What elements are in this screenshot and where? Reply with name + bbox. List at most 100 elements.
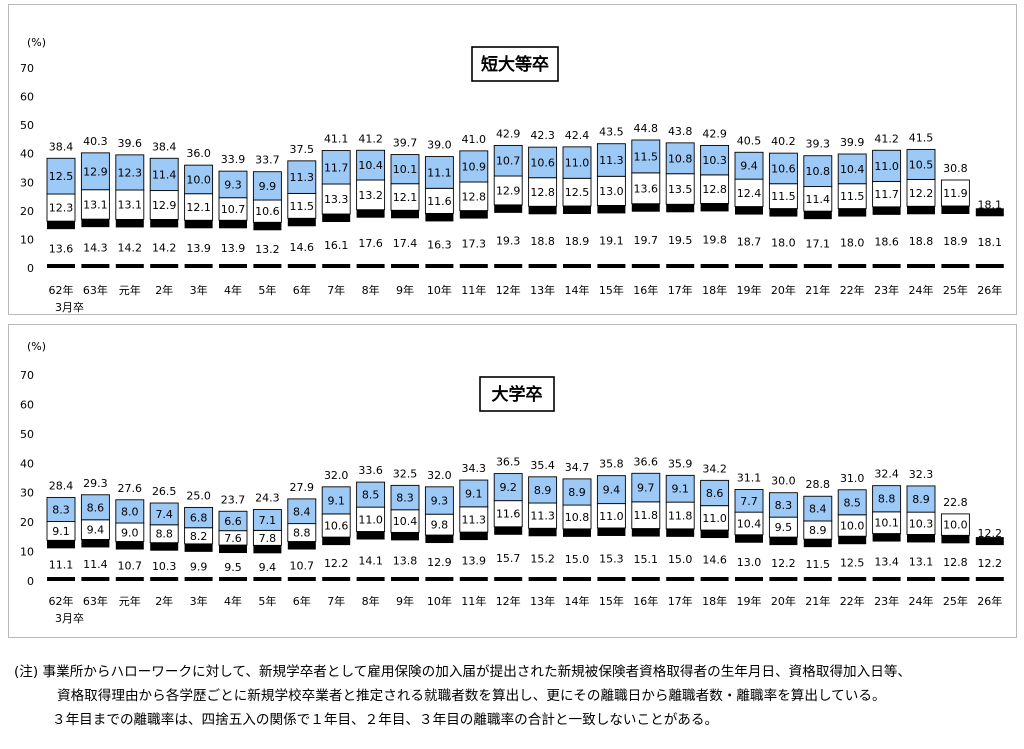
footnote: (注) 事業所からハローワークに対して、新規学卒者として雇用保険の加入届が提出さ…	[14, 660, 1018, 732]
data-label-year1: 17.4	[393, 237, 418, 250]
y-tick-label: 30	[20, 176, 34, 189]
x-tick-label: 26年	[977, 283, 1002, 297]
bar-segment-year1-base	[872, 577, 901, 581]
data-label-total: 40.2	[771, 135, 796, 148]
bar-segment-year1	[700, 530, 729, 539]
data-label-year2: 13.5	[668, 183, 693, 196]
y-tick-label: 60	[20, 398, 34, 411]
bar-segment-year1	[287, 218, 316, 227]
data-label-year1: 15.0	[565, 553, 590, 566]
bar-segment-year1	[47, 540, 75, 549]
data-label-year1: 14.2	[152, 242, 177, 255]
data-label-year1: 14.6	[290, 241, 315, 254]
data-label-year1: 12.9	[427, 556, 452, 569]
data-label-year2: 8.2	[190, 530, 208, 543]
bar-segment-year3	[149, 157, 179, 192]
x-tick-label: 15年	[599, 594, 624, 608]
bar-segment-year3	[872, 485, 902, 513]
bar-group: 13.9 12.1 10.0 36.0	[184, 147, 214, 268]
bar-segment-year1-base	[597, 264, 626, 268]
bar-segment-year1	[253, 545, 282, 554]
data-label-year1: 12.2	[978, 557, 1003, 570]
data-label-total: 39.6	[118, 137, 143, 150]
data-label-total: 38.4	[49, 140, 74, 153]
x-tick-label: 63年	[83, 283, 108, 297]
x-tick-label: 19年	[737, 283, 762, 297]
bar-segment-year2	[493, 500, 523, 528]
data-label-year1: 10.3	[152, 560, 177, 573]
bar-group: 15.0 10.8 8.9 34.7	[562, 461, 592, 581]
x-tick-label: 62年	[49, 594, 74, 608]
bar-segment-year1	[735, 206, 763, 215]
bar-group: 13.2 10.6 9.9 33.7	[252, 154, 282, 268]
chart-svg-daigaku: (%) 0 10 20 30 40 50 60 70 大学卒 11.1 9.1 8.3 28.4 62年 11…	[20, 340, 1004, 625]
data-label-year1: 12.8	[943, 556, 968, 569]
data-label-total: 30.0	[771, 475, 796, 488]
data-label-total: 43.8	[668, 125, 693, 138]
x-tick-label: 12年	[496, 594, 521, 608]
data-label-year3: 6.8	[190, 512, 208, 525]
data-label-year3: 11.3	[599, 154, 624, 167]
data-label-year1: 18.9	[565, 235, 590, 248]
bar-segment-year1	[425, 213, 454, 222]
data-label-year3: 10.4	[840, 163, 865, 176]
data-label-year3: 12.9	[83, 165, 108, 178]
bar-segment-year1-base	[769, 264, 798, 268]
bar-segment-year1-base	[872, 264, 901, 268]
data-label-year1: 19.7	[634, 234, 659, 247]
bar-segment-year1-base	[115, 577, 144, 581]
bar-group: 13.9 10.7 9.3 33.9	[218, 153, 248, 268]
bar-segment-year2	[631, 172, 661, 205]
bar-group: 15.0 11.8 9.1 35.9	[665, 457, 695, 581]
chart-title: 短大等卒	[481, 54, 549, 75]
bar-segment-year1-base	[941, 577, 970, 581]
bar-segment-year1	[769, 537, 798, 546]
bar-segment-year3	[356, 481, 386, 508]
data-label-total: 35.8	[599, 458, 624, 471]
bar-segment-year1	[253, 222, 282, 231]
data-label-total: 34.3	[462, 462, 487, 475]
data-label-year2: 11.0	[599, 510, 624, 523]
bar-segment-year1	[47, 221, 75, 230]
data-label-year1: 15.2	[530, 553, 555, 566]
data-label-total: 34.2	[702, 462, 727, 475]
data-label-year3: 9.2	[499, 481, 517, 494]
data-label-total: 43.5	[599, 126, 624, 139]
x-tick-sublabel: 3月卒	[55, 300, 84, 314]
x-tick-label: 22年	[840, 283, 865, 297]
bar-segment-year3	[218, 170, 248, 199]
x-tick-label: 16年	[633, 283, 658, 297]
bar-group: 13.4 10.1 8.8 32.4	[872, 468, 902, 581]
data-label-total: 35.4	[530, 459, 555, 472]
bar-group: 18.8 12.8 10.6 42.3	[528, 129, 558, 268]
data-label-year2: 7.6	[224, 532, 242, 545]
bar-group: 9.9 8.2 6.8 25.0	[184, 489, 214, 581]
data-label-year3: 12.5	[49, 170, 74, 183]
data-label-year1: 15.0	[668, 553, 693, 566]
bar-segment-year1-base	[287, 264, 316, 268]
y-tick-label: 10	[20, 546, 34, 559]
bar-segment-year1	[563, 528, 591, 537]
bar-group: 18.9 11.9 30.8	[940, 162, 970, 268]
data-label-year1: 15.1	[634, 553, 659, 566]
bar-segment-year1	[528, 206, 557, 215]
bar-group: 13.9 11.3 9.1 34.3	[459, 462, 489, 581]
bar-segment-year1-base	[907, 264, 935, 268]
data-label-total: 36.5	[496, 456, 521, 469]
data-label-year2: 12.8	[702, 183, 727, 196]
y-tick-label: 50	[20, 119, 34, 132]
bar-group: 13.6 12.3 12.5 38.4	[46, 140, 76, 268]
data-label-year3: 9.4	[603, 484, 621, 497]
x-tick-label: 10年	[427, 283, 452, 297]
data-label-year2: 12.3	[49, 202, 74, 215]
data-label-year2: 9.4	[87, 524, 105, 537]
bar-segment-year1-base	[391, 577, 419, 581]
bar-segment-year1	[907, 206, 935, 215]
data-label-year3: 12.3	[118, 166, 143, 179]
data-label-total: 36.6	[634, 455, 659, 468]
bar-group: 17.4 12.1 10.1 39.7	[390, 137, 420, 268]
data-label-year3: 9.1	[465, 487, 483, 500]
bar-segment-year3	[424, 486, 454, 515]
bar-segment-year1	[975, 208, 1004, 217]
bar-segment-year1-base	[219, 577, 247, 581]
